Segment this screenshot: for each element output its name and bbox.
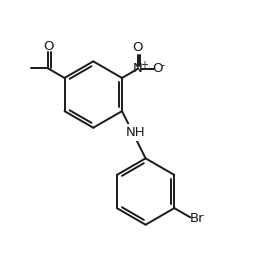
Text: O: O xyxy=(133,41,143,54)
Text: Br: Br xyxy=(189,212,204,224)
Text: O: O xyxy=(152,62,162,75)
Text: N: N xyxy=(133,62,143,75)
Text: +: + xyxy=(140,60,148,70)
Text: NH: NH xyxy=(125,126,145,139)
Text: -: - xyxy=(161,60,165,70)
Text: O: O xyxy=(44,40,54,53)
